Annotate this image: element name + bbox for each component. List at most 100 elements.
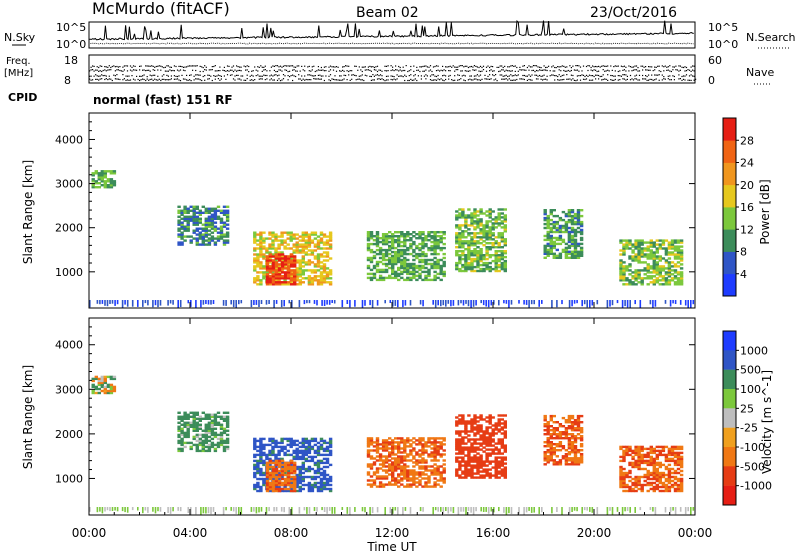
power-cell [674, 245, 677, 247]
power-cell [261, 300, 263, 304]
freq-nave-dot [542, 75, 543, 76]
velocity-cell [256, 450, 259, 452]
beam-title: Beam 02 [356, 5, 419, 21]
power-cell [188, 300, 190, 303]
power-cell [272, 273, 275, 275]
freq-nave-dot [191, 80, 192, 81]
velocity-cell [418, 465, 421, 467]
power-cell [367, 277, 370, 279]
velocity-cell [461, 464, 464, 466]
power-cell [287, 232, 290, 234]
freq-nave-dot [319, 75, 320, 76]
freq-nave-dot [377, 71, 378, 72]
power-cell [574, 300, 576, 304]
velocity-cell [376, 475, 379, 477]
freq-nave-dot [266, 70, 267, 71]
freq-nave-dot [312, 69, 313, 70]
power-cell [574, 239, 577, 241]
power-cell [693, 300, 695, 304]
freq-nave-dot [491, 78, 492, 79]
velocity-cell [202, 434, 205, 436]
power-cell [458, 224, 461, 226]
power-cell [349, 300, 351, 307]
power-cell [193, 237, 196, 239]
velocity-cell [455, 452, 458, 454]
power-cell [569, 300, 571, 307]
velocity-cell [473, 426, 476, 428]
freq-nave-dot [304, 80, 305, 81]
velocity-cell [403, 463, 406, 465]
power-cell [390, 300, 392, 303]
freq-nave-dot [415, 74, 416, 75]
power-cell [495, 250, 498, 252]
power-cell [196, 237, 199, 239]
freq-nave-dot [668, 76, 669, 77]
power-cell [482, 268, 485, 270]
power-cell [470, 232, 473, 234]
power-cell [476, 270, 479, 272]
power-cell [172, 300, 174, 305]
power-cell [644, 247, 647, 249]
power-cell [235, 300, 237, 308]
colorbar-segment [723, 274, 736, 297]
freq-nave-dot [262, 78, 263, 79]
power-cell [262, 271, 265, 273]
freq-nave-dot [633, 66, 634, 67]
freq-nave-dot [125, 65, 126, 66]
freq-nave-dot [395, 79, 396, 80]
power-cell [262, 245, 265, 247]
freq-nave-dot [569, 65, 570, 66]
freq-nave-dot [425, 65, 426, 66]
velocity-cell [92, 390, 95, 392]
freq-nave-dot [575, 80, 576, 81]
freq-nave-dot [344, 75, 345, 76]
velocity-cell [223, 440, 226, 442]
velocity-cell [262, 452, 265, 454]
freq-nave-dot [218, 75, 219, 76]
velocity-cell [443, 443, 446, 445]
freq-nave-dot [275, 71, 276, 72]
freq-nave-dot [459, 66, 460, 67]
freq-nave-dot [291, 75, 292, 76]
velocity-cell [311, 484, 314, 486]
velocity-cell [317, 460, 320, 462]
freq-nave-dot [265, 75, 266, 76]
power-cell [415, 237, 418, 239]
velocity-cell [415, 439, 418, 441]
freq-nave-dot [515, 65, 516, 66]
power-cell [385, 259, 388, 261]
power-cell [223, 300, 225, 306]
freq-nave-dot [153, 69, 154, 70]
freq-nave-dot [157, 69, 158, 70]
freq-nave-dot [289, 71, 290, 72]
freq-nave-dot [507, 70, 508, 71]
freq-nave-dot [444, 69, 445, 70]
power-cell [382, 253, 385, 255]
freq-nave-dot [210, 76, 211, 77]
power-cell [196, 233, 199, 235]
power-cell [443, 243, 446, 245]
velocity-cell [412, 461, 415, 463]
velocity-cell [290, 480, 293, 482]
freq-nave-dot [541, 70, 542, 71]
velocity-cell [412, 465, 415, 467]
power-cell [495, 216, 498, 218]
freq-nave-dot [144, 69, 145, 70]
velocity-cell [104, 376, 107, 378]
velocity-cell [314, 450, 317, 452]
freq-nave-dot [306, 79, 307, 80]
freq-nave-dot [401, 70, 402, 71]
power-cell [644, 261, 647, 263]
freq-nave-dot [315, 78, 316, 79]
freq-nave-dot [457, 67, 458, 68]
power-cell [631, 249, 634, 251]
velocity-cell [208, 440, 211, 442]
freq-nave-dot [438, 66, 439, 67]
freq-nave-dot [303, 69, 304, 70]
power-cell [412, 263, 415, 265]
power-cell [476, 214, 479, 216]
velocity-cell [367, 483, 370, 485]
velocity-cell [326, 446, 329, 448]
power-cell [489, 226, 492, 228]
freq-nave-dot [271, 75, 272, 76]
